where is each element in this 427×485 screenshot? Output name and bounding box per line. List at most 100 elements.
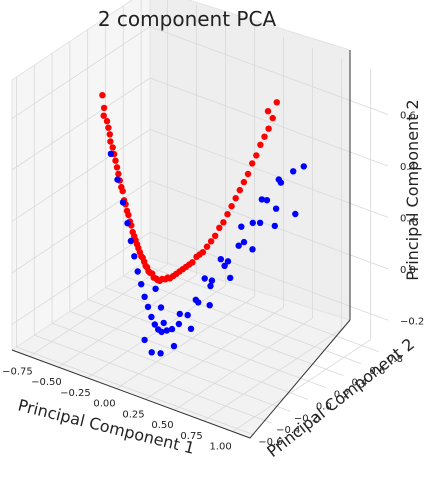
z-leftwall-gridline bbox=[11, 231, 151, 325]
blue-data-point bbox=[249, 219, 256, 227]
z-tick-label: 0.4 bbox=[400, 162, 416, 173]
x-floor-gridline bbox=[116, 296, 255, 389]
blue-data-point bbox=[201, 275, 208, 282]
chart-title: 2 component PCA bbox=[98, 7, 277, 31]
blue-data-point bbox=[258, 196, 265, 203]
x-floor-gridline bbox=[174, 317, 313, 411]
red-data-point bbox=[203, 243, 211, 250]
z-leftwall-gridline bbox=[11, 77, 151, 171]
blue-data-point bbox=[158, 328, 165, 336]
y-tick-label: 0.8 bbox=[387, 354, 403, 365]
y-floor-gridline bbox=[123, 275, 362, 365]
y-floor-gridline bbox=[34, 334, 273, 424]
blue-data-point bbox=[114, 176, 121, 183]
x-tick-label: 1.00 bbox=[209, 442, 231, 453]
red-data-point bbox=[207, 238, 215, 245]
red-data-point bbox=[216, 224, 223, 231]
red-data-point bbox=[119, 187, 126, 195]
red-data-point bbox=[269, 114, 276, 122]
red-data-point bbox=[236, 186, 243, 194]
red-data-point bbox=[261, 133, 268, 140]
blue-data-point bbox=[148, 313, 155, 321]
y-tick-label: 0.6 bbox=[369, 366, 385, 377]
red-data-point bbox=[109, 144, 116, 151]
blue-data-point bbox=[148, 349, 155, 356]
blue-data-point bbox=[290, 168, 297, 175]
red-data-point bbox=[224, 211, 231, 218]
x-floor-gridline bbox=[232, 339, 371, 432]
red-data-point bbox=[107, 138, 114, 145]
chart-tick-labels: −0.75−0.50−0.250.000.250.500.751.00 −0.6−… bbox=[2, 111, 424, 453]
red-data-point bbox=[136, 249, 144, 256]
y-floor-gridline bbox=[16, 346, 255, 436]
red-data-point bbox=[105, 124, 112, 131]
z-backwall-gridline bbox=[149, 180, 389, 270]
blue-data-point bbox=[157, 350, 164, 357]
blue-data-point bbox=[157, 304, 165, 311]
x-floor-gridline bbox=[29, 264, 168, 357]
red-data-point bbox=[162, 276, 169, 283]
x-floor-gridline bbox=[145, 307, 284, 400]
blue-data-point bbox=[124, 220, 131, 227]
red-data-point bbox=[145, 268, 152, 275]
blue-data-point bbox=[206, 302, 213, 309]
blue-data-point bbox=[107, 150, 115, 157]
chart-gridlines bbox=[11, 0, 389, 436]
z-leftwall-gridline bbox=[11, 180, 151, 274]
z-tick-label: −0.2 bbox=[400, 316, 424, 327]
y-tick-label: −0.2 bbox=[294, 413, 318, 424]
blue-data-point bbox=[238, 223, 245, 230]
red-data-point bbox=[139, 254, 146, 261]
red-data-point bbox=[103, 117, 111, 125]
red-data-point bbox=[152, 275, 160, 282]
red-data-point bbox=[115, 170, 122, 178]
z-leftwall-gridline bbox=[11, 129, 151, 222]
blue-data-point bbox=[141, 336, 148, 344]
blue-data-point bbox=[138, 281, 145, 288]
red-data-point bbox=[228, 203, 235, 210]
blue-data-point bbox=[151, 321, 158, 328]
red-data-point bbox=[112, 157, 119, 164]
blue-data-point bbox=[163, 327, 170, 334]
blue-data-point bbox=[263, 197, 271, 204]
blue-data-point bbox=[175, 320, 183, 328]
z-leftwall-gridline bbox=[11, 26, 151, 119]
x-floor-gridline bbox=[203, 328, 342, 422]
chart-data-points bbox=[99, 92, 307, 357]
z-backwall-gridline bbox=[149, 26, 389, 115]
red-data-point bbox=[232, 195, 239, 202]
blue-data-point bbox=[192, 296, 199, 303]
z-tick-label: 0.6 bbox=[400, 111, 416, 122]
red-data-point bbox=[265, 125, 272, 132]
red-data-point bbox=[249, 160, 256, 167]
red-data-point bbox=[142, 262, 149, 269]
red-data-point bbox=[100, 112, 107, 119]
blue-data-point bbox=[134, 268, 141, 275]
z-backwall-gridline bbox=[149, 77, 389, 167]
red-data-point bbox=[100, 104, 108, 112]
chart-panes bbox=[10, 0, 351, 439]
x-floor-gridline bbox=[58, 274, 197, 368]
z-tick-label: 0.2 bbox=[400, 213, 416, 224]
blue-data-point bbox=[249, 246, 256, 253]
red-data-point bbox=[220, 219, 227, 226]
z-backwall-gridline bbox=[149, 231, 389, 321]
red-data-point bbox=[244, 170, 252, 178]
y-floor-gridline bbox=[69, 311, 309, 400]
y-floor-gridline bbox=[105, 287, 344, 377]
red-data-point bbox=[273, 99, 280, 106]
blue-data-point bbox=[275, 176, 282, 183]
y-tick-label: 0.0 bbox=[316, 401, 332, 412]
blue-data-point bbox=[235, 242, 242, 249]
red-data-point bbox=[212, 232, 219, 239]
y-tick-label: 0.4 bbox=[352, 378, 368, 389]
y-tick-label: 0.2 bbox=[334, 390, 350, 401]
blue-data-point bbox=[152, 285, 159, 292]
x-tick-label: −0.25 bbox=[60, 388, 91, 399]
red-data-point bbox=[125, 211, 132, 219]
z-axis-label: Principal Component 2 bbox=[403, 99, 422, 280]
blue-data-point bbox=[272, 205, 280, 212]
y-floor-gridline bbox=[140, 263, 380, 353]
x-tick-label: 0.00 bbox=[93, 399, 115, 410]
